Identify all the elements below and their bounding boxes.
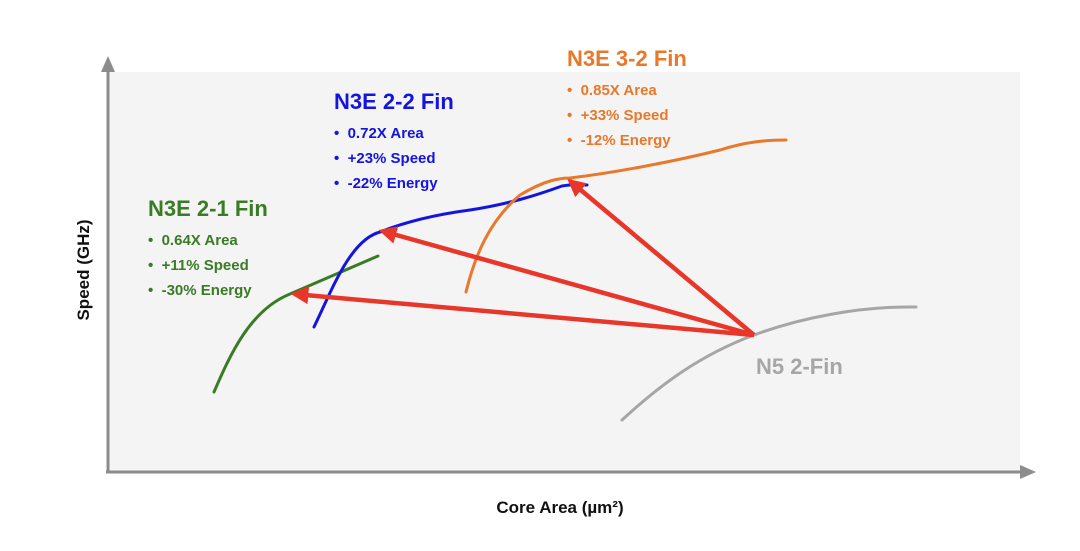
x-axis-arrowhead	[1020, 465, 1036, 479]
bullet-speed: +11% Speed	[148, 253, 268, 278]
node-title-n3e-3-2: N3E 3-2 Fin	[567, 46, 687, 71]
node-bullets-n3e-2-1: 0.64X Area +11% Speed -30% Energy	[148, 228, 268, 303]
bullet-energy: -22% Energy	[334, 171, 454, 196]
node-bullets-n3e-3-2: 0.85X Area +33% Speed -12% Energy	[567, 78, 687, 153]
bullet-area: 0.64X Area	[148, 228, 268, 253]
arrow-to-n3e-2-2	[378, 226, 755, 338]
bullet-speed: +23% Speed	[334, 146, 454, 171]
curve-n3e-2-1	[212, 254, 380, 394]
y-axis-arrowhead	[101, 56, 115, 72]
bullet-area: 0.85X Area	[567, 78, 687, 103]
curve-n3e-2-2	[312, 183, 589, 329]
arrow-to-n3e-2-1	[290, 286, 755, 338]
node-label-n3e-2-2: N3E 2-2 Fin 0.72X Area +23% Speed -22% E…	[334, 89, 454, 196]
arrow-to-n3e-3-2	[567, 178, 756, 337]
curve-n3e-3-2	[464, 138, 788, 294]
y-axis-label: Speed (GHz)	[74, 219, 93, 321]
bullet-area: 0.72X Area	[334, 121, 454, 146]
node-label-n3e-2-1: N3E 2-1 Fin 0.64X Area +11% Speed -30% E…	[148, 196, 268, 303]
bullet-speed: +33% Speed	[567, 103, 687, 128]
x-axis-label: Core Area (µm²)	[496, 498, 624, 517]
node-bullets-n3e-2-2: 0.72X Area +23% Speed -22% Energy	[334, 121, 454, 196]
node-title-n3e-2-2: N3E 2-2 Fin	[334, 89, 454, 114]
bullet-energy: -12% Energy	[567, 128, 687, 153]
node-title-n3e-2-1: N3E 2-1 Fin	[148, 196, 268, 221]
node-title-n5-2: N5 2-Fin	[756, 354, 843, 379]
node-label-n3e-3-2: N3E 3-2 Fin 0.85X Area +33% Speed -12% E…	[567, 46, 687, 153]
bullet-energy: -30% Energy	[148, 278, 268, 303]
